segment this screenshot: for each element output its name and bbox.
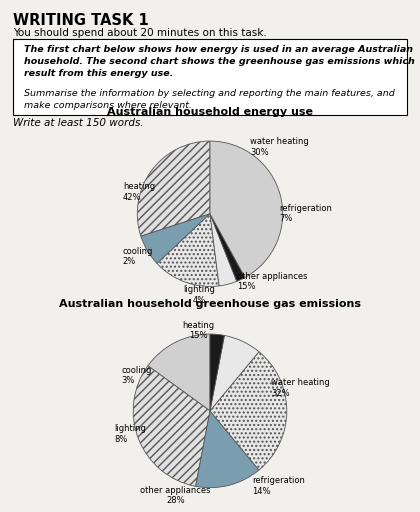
Wedge shape <box>210 141 283 278</box>
Wedge shape <box>196 411 259 487</box>
Wedge shape <box>148 334 210 411</box>
Text: lighting
4%: lighting 4% <box>183 285 215 305</box>
Wedge shape <box>157 214 219 286</box>
Text: lighting
8%: lighting 8% <box>114 424 146 443</box>
Text: You should spend about 20 minutes on this task.: You should spend about 20 minutes on thi… <box>13 28 266 38</box>
Wedge shape <box>137 141 210 236</box>
Wedge shape <box>141 214 210 264</box>
Text: WRITING TASK 1: WRITING TASK 1 <box>13 13 148 28</box>
Text: other appliances
15%: other appliances 15% <box>237 272 308 291</box>
Text: refrigeration
14%: refrigeration 14% <box>252 476 305 496</box>
Text: other appliances
28%: other appliances 28% <box>140 485 211 505</box>
Text: heating
42%: heating 42% <box>123 182 155 202</box>
Title: Australian household greenhouse gas emissions: Australian household greenhouse gas emis… <box>59 298 361 309</box>
Wedge shape <box>210 334 224 411</box>
Text: cooling
2%: cooling 2% <box>123 247 153 266</box>
Title: Australian household energy use: Australian household energy use <box>107 106 313 117</box>
Wedge shape <box>133 366 210 486</box>
Wedge shape <box>210 352 287 470</box>
Text: cooling
3%: cooling 3% <box>122 366 152 385</box>
Text: Summarise the information by selecting and reporting the main features, and
make: Summarise the information by selecting a… <box>24 89 395 110</box>
Text: Write at least 150 words.: Write at least 150 words. <box>13 118 143 128</box>
Wedge shape <box>210 214 245 282</box>
Wedge shape <box>210 335 259 411</box>
Text: The first chart below shows how energy is used in an average Australian
househol: The first chart below shows how energy i… <box>24 45 415 78</box>
Text: heating
15%: heating 15% <box>182 321 215 340</box>
Text: water heating
32%: water heating 32% <box>271 378 330 397</box>
Text: water heating
30%: water heating 30% <box>250 137 309 157</box>
FancyBboxPatch shape <box>13 39 407 115</box>
Wedge shape <box>210 214 237 286</box>
Text: refrigeration
7%: refrigeration 7% <box>279 204 332 223</box>
